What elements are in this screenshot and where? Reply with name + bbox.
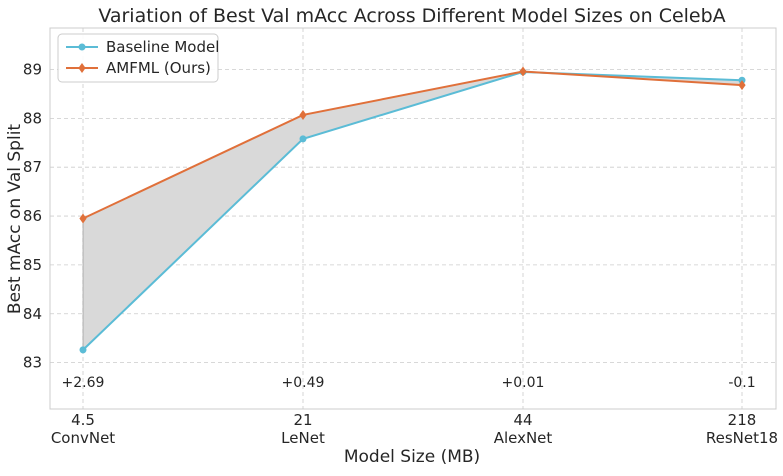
x-tick-label: 21 <box>293 411 312 429</box>
legend: Baseline Model AMFML (Ours) <box>57 33 219 83</box>
x-tick-label: 4.5 <box>71 411 95 429</box>
x-tick-sublabel: LeNet <box>281 429 325 447</box>
series-line-amfml-ours <box>82 70 743 220</box>
difference-annotation: +0.49 <box>282 375 325 391</box>
legend-label: AMFML (Ours) <box>106 59 211 77</box>
series-line-baseline-model <box>82 70 743 351</box>
data-point-amfml-ours <box>79 213 87 224</box>
difference-annotation: -0.1 <box>728 375 755 391</box>
data-point-amfml-ours <box>738 80 746 91</box>
y-tick-label: 83 <box>23 354 42 372</box>
x-tick-sublabel: ConvNet <box>51 429 115 447</box>
difference-annotation: +2.69 <box>62 375 105 391</box>
x-tick-label: 218 <box>728 411 757 429</box>
data-point-baseline-model <box>299 135 307 143</box>
y-tick-label: 89 <box>23 61 42 79</box>
x-tick-sublabel: ResNet18 <box>706 429 778 447</box>
chart-title: Variation of Best Val mAcc Across Differ… <box>98 5 725 27</box>
x-tick-label: 44 <box>513 411 532 429</box>
difference-annotation: +0.01 <box>502 375 545 391</box>
y-tick-label: 84 <box>23 305 42 323</box>
legend-label: Baseline Model <box>106 38 219 56</box>
y-tick-label: 87 <box>23 158 42 176</box>
data-point-baseline-model <box>79 346 87 354</box>
y-tick-label: 88 <box>23 109 42 127</box>
data-point-amfml-ours <box>519 66 527 77</box>
y-tick-label: 86 <box>23 207 42 225</box>
x-tick-sublabel: AlexNet <box>494 429 553 447</box>
legend-marker-amfml-ours <box>78 63 86 73</box>
data-point-amfml-ours <box>299 109 307 120</box>
legend-marker-baseline-model <box>78 43 86 51</box>
y-tick-label: 85 <box>23 256 42 274</box>
x-axis-label: Model Size (MB) <box>344 447 480 467</box>
y-axis-label: Best mAcc on Val Split <box>5 124 25 314</box>
